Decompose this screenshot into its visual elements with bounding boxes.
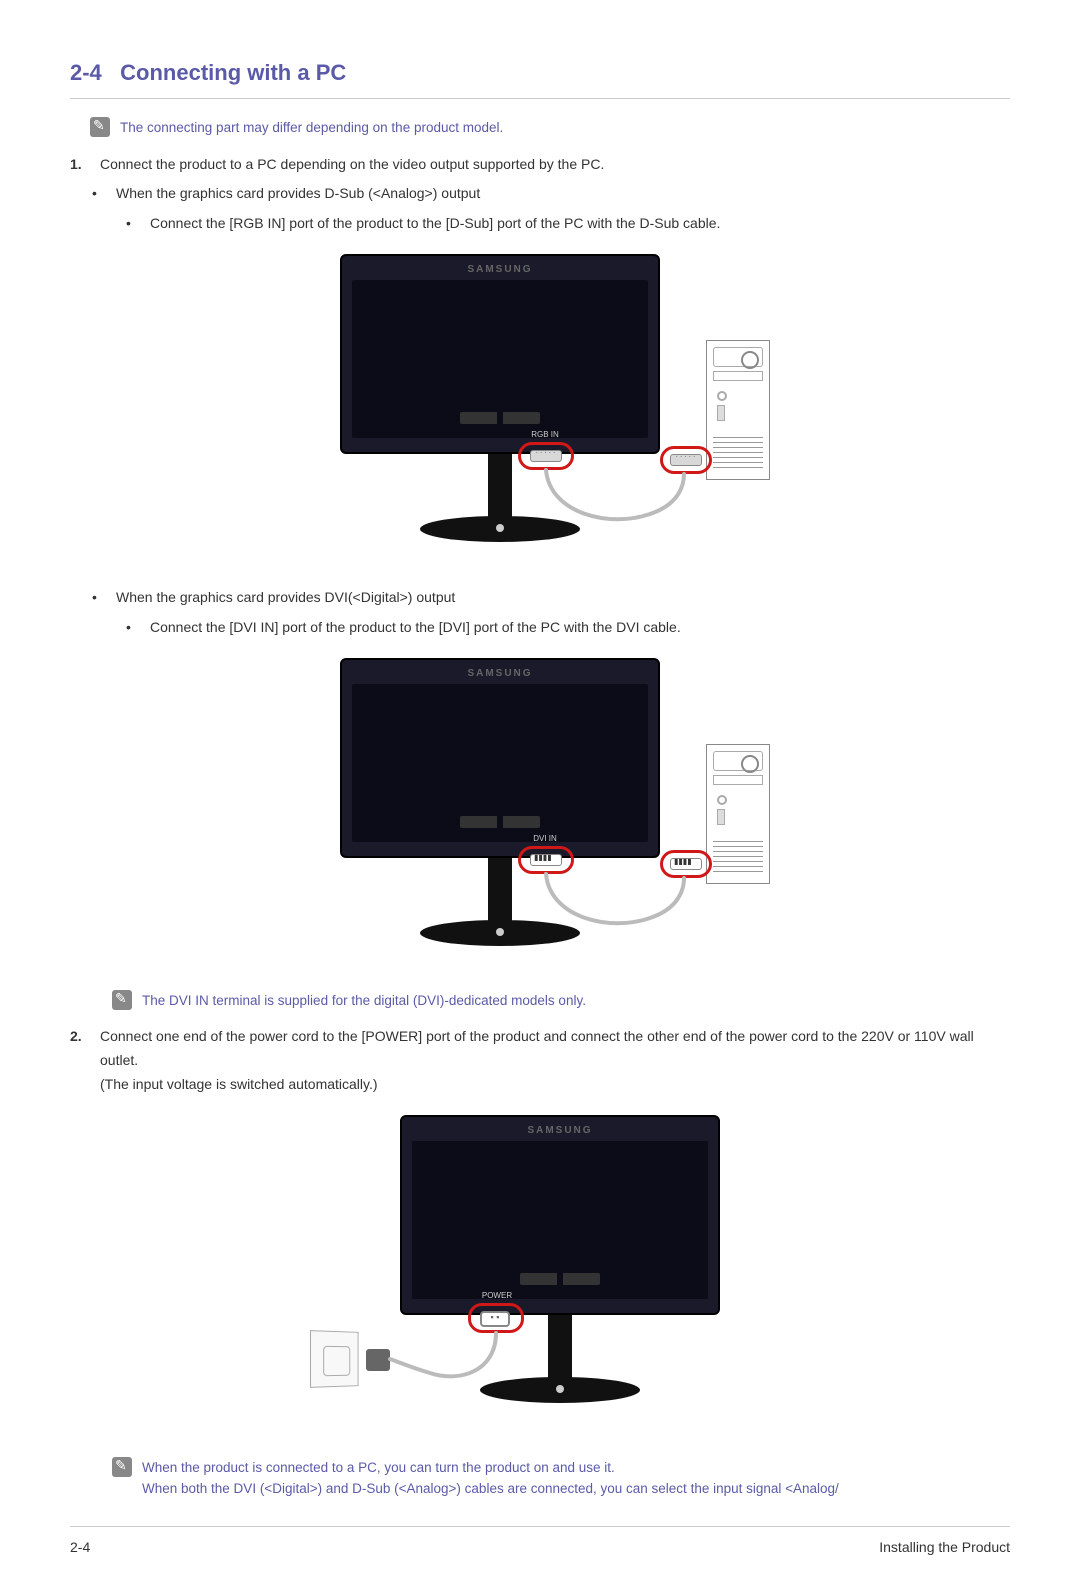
step-text: Connect one end of the power cord to the… [100, 1025, 1010, 1096]
bullet-dot: • [126, 212, 136, 236]
power-diagram: SAMSUNG POWER [70, 1115, 1010, 1435]
note3b: When both the DVI (<Digital>) and D-Sub … [142, 1478, 839, 1500]
dvi-cable [310, 658, 770, 968]
note-icon [112, 1457, 132, 1477]
power-cable [310, 1115, 770, 1435]
section-number: 2-4 [70, 60, 102, 85]
note-icon [112, 990, 132, 1010]
step-1: 1. Connect the product to a PC depending… [70, 153, 1010, 177]
dvi-diagram: SAMSUNG DVI IN [70, 658, 1010, 968]
dvi-how-bullet: • Connect the [DVI IN] port of the produ… [126, 616, 1010, 640]
step-number: 1. [70, 153, 92, 177]
note-text: The connecting part may differ depending… [120, 117, 503, 139]
section-heading: 2-4 Connecting with a PC [70, 60, 1010, 99]
dsub-cable [310, 254, 770, 564]
note-text: The DVI IN terminal is supplied for the … [142, 990, 586, 1012]
note-icon [90, 117, 110, 137]
bullet-dot: • [92, 182, 102, 206]
dvi-when: When the graphics card provides DVI(<Dig… [116, 586, 455, 610]
step-number: 2. [70, 1025, 92, 1096]
note3a: When the product is connected to a PC, y… [142, 1457, 839, 1479]
step-2: 2. Connect one end of the power cord to … [70, 1025, 1010, 1096]
bullet-dot: • [126, 616, 136, 640]
footer-right: Installing the Product [879, 1539, 1010, 1555]
dsub-when: When the graphics card provides D-Sub (<… [116, 182, 480, 206]
step-text: Connect the product to a PC depending on… [100, 153, 604, 177]
dsub-diagram: SAMSUNG RGB IN [70, 254, 1010, 564]
bullet-dot: • [92, 586, 102, 610]
dsub-how: Connect the [RGB IN] port of the product… [150, 212, 720, 236]
step2-text1: Connect one end of the power cord to the… [100, 1028, 974, 1068]
dvi-how: Connect the [DVI IN] port of the product… [150, 616, 681, 640]
step2-text2: (The input voltage is switched automatic… [100, 1076, 378, 1092]
note-text: When the product is connected to a PC, y… [142, 1457, 839, 1500]
dsub-when-bullet: • When the graphics card provides D-Sub … [92, 182, 1010, 206]
dvi-when-bullet: • When the graphics card provides DVI(<D… [92, 586, 1010, 610]
footer-left: 2-4 [70, 1539, 90, 1555]
page-footer: 2-4 Installing the Product [70, 1526, 1010, 1555]
dsub-how-bullet: • Connect the [RGB IN] port of the produ… [126, 212, 1010, 236]
section-title-text: Connecting with a PC [120, 60, 346, 85]
